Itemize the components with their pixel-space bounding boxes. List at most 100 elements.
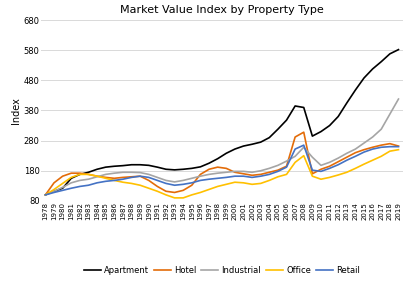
Line: Office: Office [45, 150, 399, 198]
Industrial [146, 173, 151, 176]
Office [138, 183, 143, 187]
Industrial [362, 141, 367, 145]
Retail [319, 170, 323, 173]
Office [327, 176, 332, 179]
Office [249, 183, 254, 186]
Hotel [224, 167, 229, 170]
Hotel [301, 131, 306, 134]
Office [275, 175, 280, 179]
Hotel [232, 170, 237, 174]
Apartment [293, 104, 298, 108]
Office [112, 179, 117, 182]
Apartment [215, 157, 220, 160]
Office [370, 158, 375, 162]
Hotel [164, 189, 169, 193]
Industrial [198, 174, 203, 178]
Hotel [284, 164, 289, 168]
Industrial [396, 97, 401, 101]
Office [207, 188, 212, 191]
Industrial [86, 177, 91, 181]
Office [103, 177, 108, 180]
Hotel [155, 185, 160, 188]
Office [198, 191, 203, 194]
Retail [207, 177, 212, 181]
Apartment [258, 140, 263, 144]
Apartment [77, 173, 82, 176]
Retail [344, 158, 349, 162]
Industrial [155, 176, 160, 179]
Apartment [301, 106, 306, 109]
Retail [362, 150, 367, 154]
Apartment [129, 163, 134, 166]
Apartment [155, 165, 160, 169]
Apartment [336, 115, 341, 118]
Retail [95, 181, 99, 185]
Industrial [224, 170, 229, 174]
Hotel [51, 181, 56, 185]
Retail [69, 187, 74, 190]
Retail [396, 145, 401, 148]
Apartment [172, 168, 177, 172]
Retail [258, 174, 263, 178]
Industrial [275, 164, 280, 167]
Hotel [120, 176, 125, 179]
Hotel [370, 146, 375, 149]
Industrial [388, 113, 393, 116]
Office [155, 189, 160, 193]
Industrial [293, 155, 298, 158]
Industrial [129, 170, 134, 174]
Hotel [344, 156, 349, 159]
Industrial [138, 171, 143, 174]
Retail [146, 176, 151, 179]
Retail [301, 144, 306, 147]
Industrial [327, 161, 332, 164]
Office [353, 167, 358, 170]
Industrial [207, 173, 212, 176]
Y-axis label: Index: Index [11, 97, 21, 124]
Hotel [379, 144, 384, 147]
Hotel [146, 179, 151, 182]
Office [232, 181, 237, 184]
Industrial [353, 147, 358, 151]
Apartment [120, 164, 125, 167]
Industrial [181, 179, 186, 182]
Title: Market Value Index by Property Type: Market Value Index by Property Type [120, 5, 324, 15]
Apartment [69, 177, 74, 180]
Retail [327, 167, 332, 170]
Hotel [215, 165, 220, 169]
Apartment [51, 189, 56, 193]
Industrial [120, 170, 125, 174]
Retail [51, 191, 56, 194]
Industrial [164, 179, 169, 182]
Retail [379, 146, 384, 149]
Retail [267, 173, 272, 176]
Retail [224, 176, 229, 179]
Industrial [379, 127, 384, 131]
Hotel [310, 172, 315, 176]
Retail [103, 180, 108, 183]
Retail [60, 189, 65, 192]
Industrial [232, 170, 237, 173]
Retail [164, 182, 169, 185]
Retail [120, 177, 125, 181]
Hotel [293, 135, 298, 139]
Office [241, 181, 246, 185]
Office [146, 187, 151, 190]
Apartment [396, 48, 401, 51]
Retail [215, 177, 220, 180]
Hotel [241, 172, 246, 176]
Hotel [181, 189, 186, 192]
Hotel [86, 173, 91, 176]
Office [267, 179, 272, 182]
Apartment [319, 130, 323, 133]
Retail [172, 183, 177, 187]
Industrial [344, 152, 349, 155]
Apartment [267, 136, 272, 139]
Line: Hotel: Hotel [45, 132, 399, 195]
Apartment [207, 162, 212, 165]
Industrial [77, 179, 82, 182]
Industrial [336, 156, 341, 160]
Office [362, 162, 367, 166]
Industrial [69, 181, 74, 185]
Office [95, 174, 99, 178]
